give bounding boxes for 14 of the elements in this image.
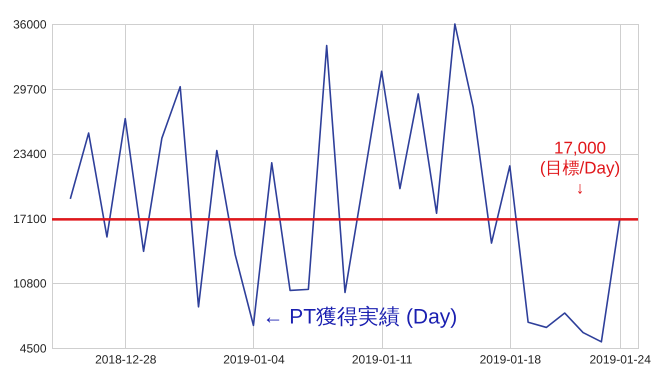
x-tick-label: 2019-01-18 — [480, 352, 542, 366]
x-tick-label: 2018-12-28 — [95, 352, 157, 366]
y-tick-label: 23400 — [13, 147, 47, 162]
line-series — [70, 23, 620, 343]
y-tick-label: 4500 — [20, 342, 47, 356]
x-tick-label: 2019-01-11 — [352, 352, 413, 366]
x-tick-label: 2019-01-04 — [223, 352, 285, 366]
y-tick-label: 10800 — [13, 276, 47, 291]
x-tick-label: 2019-01-24 — [589, 352, 652, 366]
y-tick-label: 17100 — [13, 212, 47, 226]
y-tick-label: 29700 — [13, 82, 47, 96]
y-tick-label: 36000 — [13, 18, 47, 32]
annotation: ← PT獲得実績 (Day) — [262, 305, 458, 328]
ref-line-label: 17,000 (目標/Day) ↓ — [540, 138, 620, 198]
